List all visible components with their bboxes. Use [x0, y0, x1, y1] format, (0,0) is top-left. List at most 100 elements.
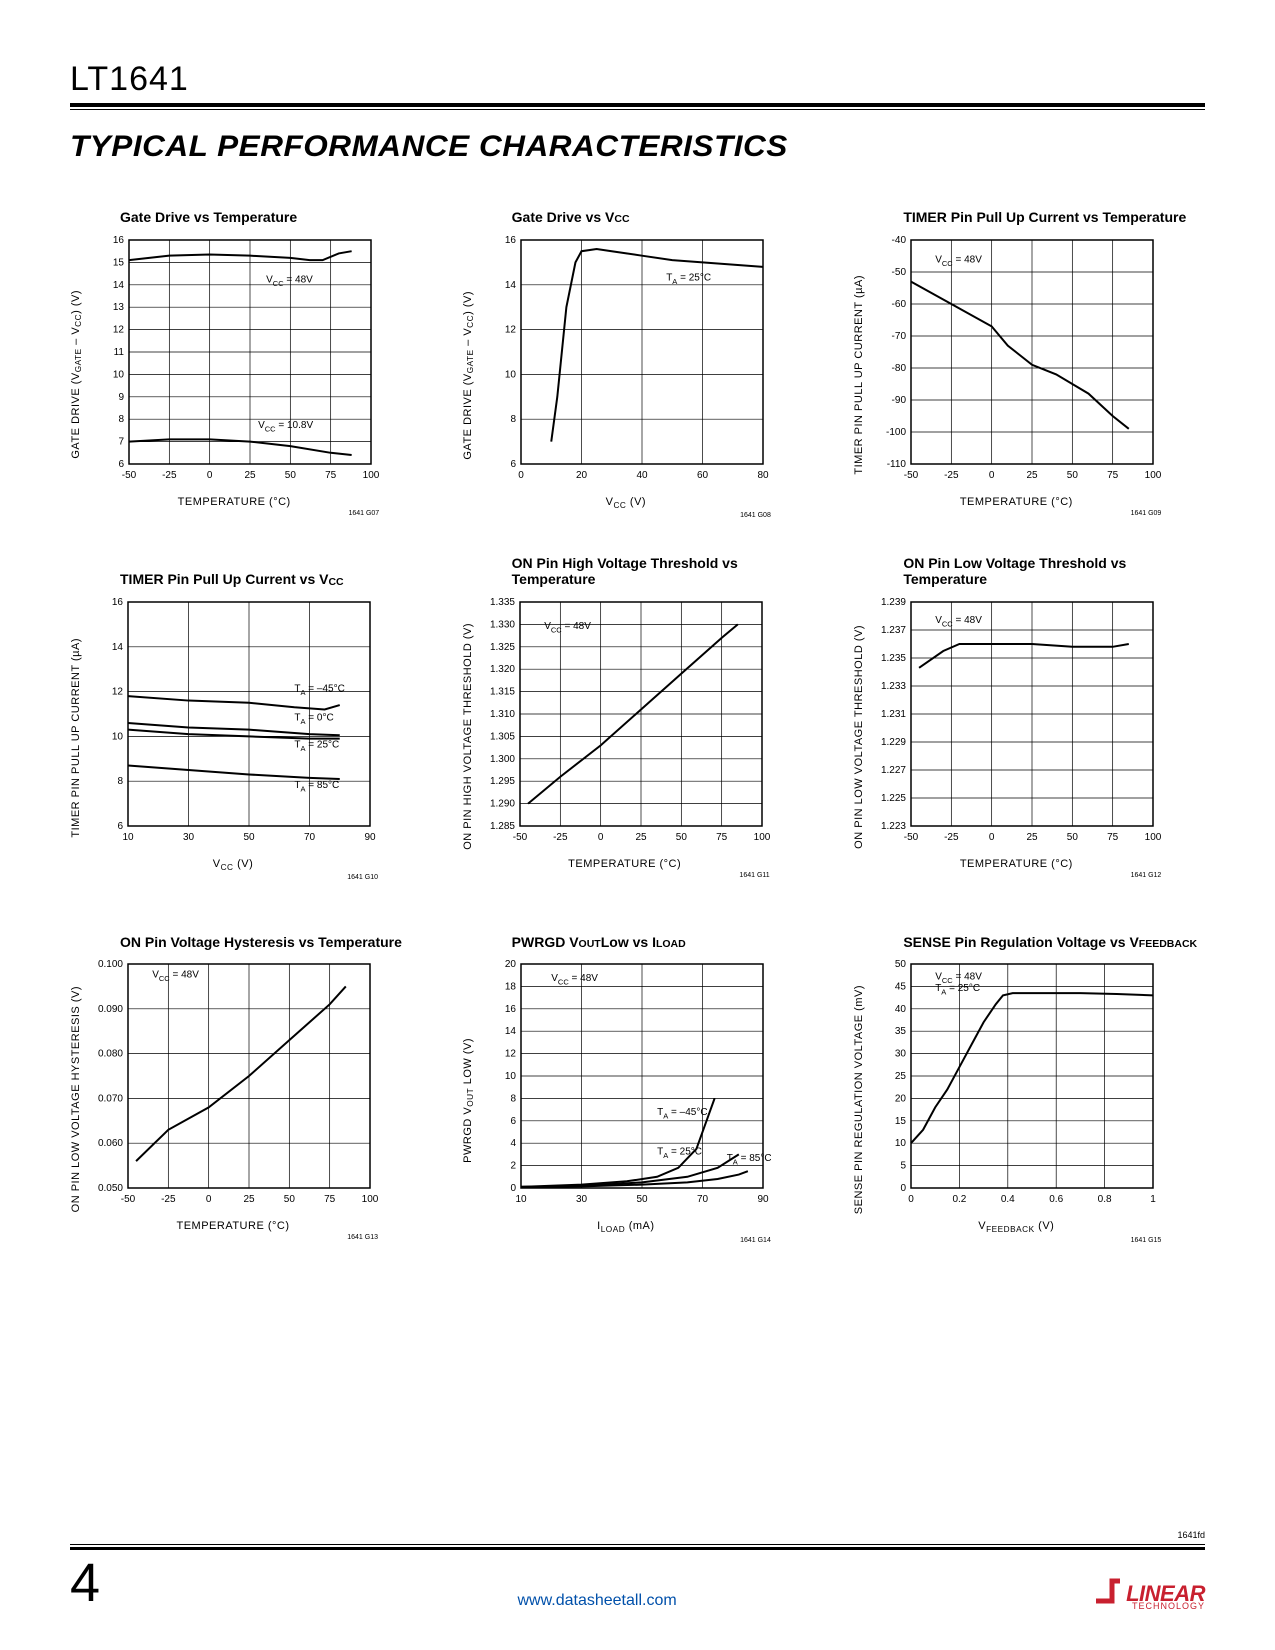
- svg-text:5: 5: [901, 1161, 907, 1172]
- chart-g14: VCC​ = 48VTA​ = –45°CTA​ = 25°CTA​ = 85°…: [481, 956, 771, 1216]
- svg-text:30: 30: [183, 832, 195, 843]
- series-0: [551, 249, 763, 442]
- svg-text:-25: -25: [161, 1194, 176, 1205]
- chart-title: PWRGD VOUT Low vs ILOAD: [512, 916, 814, 950]
- series-0: [129, 251, 352, 260]
- plot-column: TA​ = –45°CTA​ = 0°CTA​ = 25°CTA​ = 85°C…: [88, 594, 378, 881]
- svg-text:0: 0: [989, 832, 995, 843]
- annotation-3: TA​ = 85°C: [294, 780, 339, 794]
- part-number: LT1641: [70, 60, 1205, 99]
- figure-id: 1641 G15: [871, 1237, 1161, 1244]
- chart-grid: Gate Drive vs TemperatureGATE DRIVE (VGA…: [70, 192, 1205, 1244]
- svg-text:16: 16: [505, 235, 517, 246]
- svg-text:30: 30: [576, 1194, 588, 1205]
- svg-text:-25: -25: [944, 470, 959, 481]
- chart-wrap: ON PIN LOW VOLTAGE THRESHOLD (V) VCC​ = 4…: [853, 594, 1205, 879]
- svg-text:-25: -25: [162, 470, 177, 481]
- svg-text:2: 2: [510, 1161, 516, 1172]
- plot-column: VCC​ = 48VTA​ = –45°CTA​ = 25°CTA​ = 85°…: [481, 956, 771, 1243]
- annotation-1: TA​ = –45°C: [657, 1108, 707, 1122]
- svg-text:10: 10: [895, 1139, 907, 1150]
- annotation-0: VCC​ = 48V: [936, 254, 983, 268]
- svg-text:9: 9: [119, 392, 125, 403]
- svg-text:0.6: 0.6: [1050, 1194, 1064, 1205]
- chart-g12: VCC​ = 48V-50-2502550751001.2231.2251.22…: [871, 594, 1161, 854]
- svg-text:15: 15: [113, 257, 125, 268]
- chart-wrap: TIMER PIN PULL UP CURRENT (µA)VCC​ = 48V…: [853, 232, 1205, 517]
- plot-column: VCC​ = 48V-50-2502550751001.2231.2251.22…: [871, 594, 1161, 879]
- svg-text:-25: -25: [944, 832, 959, 843]
- svg-text:100: 100: [753, 832, 769, 843]
- svg-text:0: 0: [207, 470, 213, 481]
- figure-id: 1641 G14: [481, 1237, 771, 1244]
- svg-text:1.235: 1.235: [881, 653, 906, 664]
- y-axis-label: ON PIN HIGH VOLTAGE THRESHOLD (V): [462, 623, 474, 850]
- svg-text:-50: -50: [122, 470, 137, 481]
- svg-text:0: 0: [901, 1183, 907, 1194]
- header-rule-thick: [70, 103, 1205, 107]
- chart-wrap: ON PIN LOW VOLTAGE HYSTERESIS (V)VCC​ = …: [70, 956, 422, 1241]
- svg-text:-90: -90: [892, 395, 907, 406]
- annotation-3: TA​ = 85°C: [727, 1153, 771, 1167]
- svg-text:1.229: 1.229: [881, 737, 906, 748]
- svg-text:1.300: 1.300: [490, 754, 515, 765]
- svg-text:50: 50: [1067, 470, 1079, 481]
- svg-text:-110: -110: [887, 459, 907, 470]
- svg-text:16: 16: [505, 1004, 517, 1015]
- chart-title: ON Pin Voltage Hysteresis vs Temperature: [120, 916, 422, 950]
- source-url: www.datasheetall.com: [517, 1592, 676, 1610]
- chart-cell-g12: ON Pin Low Voltage Threshold vs Temperat…: [853, 554, 1205, 881]
- svg-text:-80: -80: [892, 363, 907, 374]
- svg-text:8: 8: [510, 414, 516, 425]
- svg-text:15: 15: [895, 1116, 907, 1127]
- chart-wrap: GATE DRIVE (VGATE – VCC) (V)VCC​ = 48VVC…: [70, 232, 422, 517]
- logo-mark-icon: [1094, 1577, 1124, 1610]
- x-axis-label: ILOAD (mA): [597, 1220, 654, 1234]
- svg-text:12: 12: [112, 687, 124, 698]
- figure-id: 1641 G09: [871, 510, 1161, 517]
- svg-text:50: 50: [243, 832, 255, 843]
- page-footer: 1641fd 4 www.datasheetall.com LINEAR TEC…: [70, 1530, 1205, 1610]
- svg-text:8: 8: [117, 776, 123, 787]
- y-axis-label: GATE DRIVE (VGATE – VCC) (V): [70, 290, 83, 459]
- figure-id: 1641 G08: [481, 512, 771, 519]
- chart-wrap: ON PIN HIGH VOLTAGE THRESHOLD (V)VCC​ = …: [462, 594, 814, 879]
- svg-text:50: 50: [895, 959, 907, 970]
- figure-id: 1641 G10: [88, 874, 378, 881]
- series-0: [136, 987, 346, 1162]
- svg-text:4: 4: [510, 1139, 516, 1150]
- figure-id: 1641 G11: [480, 872, 770, 879]
- x-axis-label: VCC (V): [213, 858, 254, 872]
- svg-text:12: 12: [505, 325, 517, 336]
- chart-g09: VCC​ = 48V-50-250255075100-110-100-90-80…: [871, 232, 1161, 492]
- svg-text:25: 25: [895, 1071, 907, 1082]
- svg-text:40: 40: [895, 1004, 907, 1015]
- y-axis-label: ON PIN LOW VOLTAGE THRESHOLD (V): [853, 625, 865, 849]
- x-axis-label: TEMPERATURE (°C): [178, 496, 291, 508]
- y-axis-label: PWRGD VOUT LOW (V): [462, 1038, 475, 1163]
- svg-text:1.225: 1.225: [881, 793, 906, 804]
- x-axis-label: VCC (V): [606, 496, 647, 510]
- svg-text:1.315: 1.315: [490, 687, 515, 698]
- plot-column: VCC​ = 48V-50-250255075100-110-100-90-80…: [871, 232, 1161, 517]
- annotation-0: VCC​ = 48V: [936, 615, 983, 629]
- svg-text:60: 60: [697, 470, 709, 481]
- svg-text:1.223: 1.223: [881, 821, 906, 832]
- annotation-1: TA​ = 0°C: [294, 713, 333, 727]
- svg-text:1.285: 1.285: [490, 821, 515, 832]
- svg-text:75: 75: [716, 832, 728, 843]
- svg-text:10: 10: [515, 1194, 527, 1205]
- plot-column: VCC​ = 48VVCC​ = 10.8V-50-25025507510067…: [89, 232, 379, 517]
- svg-text:0: 0: [598, 832, 604, 843]
- x-axis-label: TEMPERATURE (°C): [960, 858, 1073, 870]
- svg-text:0.070: 0.070: [98, 1094, 123, 1105]
- plot-column: VCC​ = 48V-50-2502550751001.2851.2901.29…: [480, 594, 770, 879]
- chart-g10: TA​ = –45°CTA​ = 0°CTA​ = 25°CTA​ = 85°C…: [88, 594, 378, 854]
- chart-cell-g07: Gate Drive vs TemperatureGATE DRIVE (VGA…: [70, 192, 422, 519]
- chart-cell-g10: TIMER Pin Pull Up Current vs VCCTIMER PI…: [70, 554, 422, 881]
- svg-text:1.233: 1.233: [881, 681, 906, 692]
- svg-text:25: 25: [1027, 470, 1039, 481]
- svg-text:0.8: 0.8: [1098, 1194, 1112, 1205]
- svg-text:10: 10: [112, 732, 124, 743]
- svg-text:50: 50: [675, 832, 687, 843]
